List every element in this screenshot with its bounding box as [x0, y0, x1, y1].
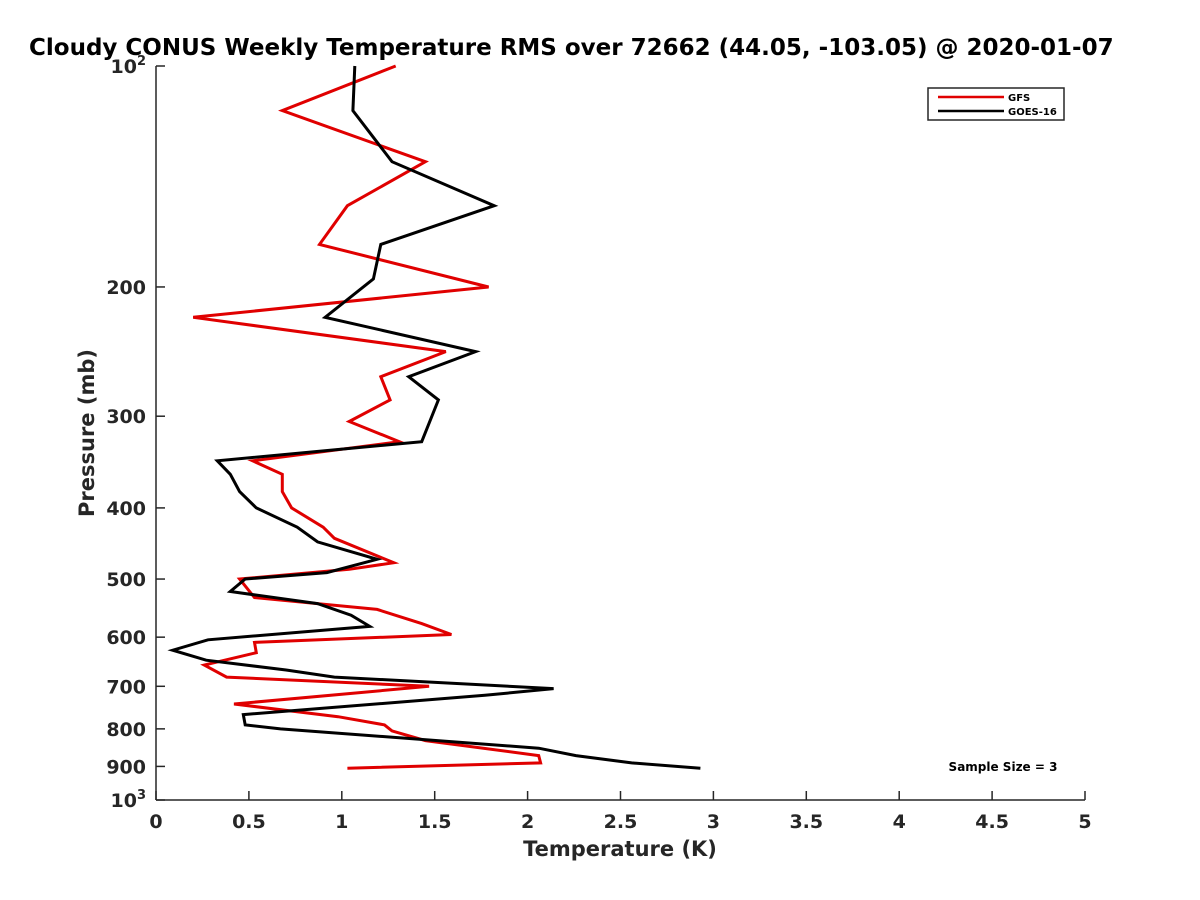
y-tick-label: 102 [111, 54, 147, 78]
y-tick-label: 300 [106, 406, 146, 428]
y-tick-label: 400 [106, 498, 146, 520]
x-tick-label: 2 [521, 811, 534, 833]
chart-title: Cloudy CONUS Weekly Temperature RMS over… [29, 35, 1114, 61]
y-tick-label: 900 [106, 756, 146, 778]
x-tick-label: 4.5 [975, 811, 1009, 833]
y-axis-label: Pressure (mb) [75, 349, 99, 517]
y-tick-label: 200 [106, 277, 146, 299]
series-line-goes-16 [167, 65, 701, 770]
legend-label: GFS [1008, 93, 1030, 104]
x-tick-label: 1.5 [418, 811, 452, 833]
sample-size-annotation: Sample Size = 3 [949, 760, 1058, 774]
x-tick-label: 1 [335, 811, 348, 833]
x-tick-label: 4 [893, 811, 906, 833]
x-tick-label: 3 [707, 811, 720, 833]
x-tick-label: 0 [149, 811, 162, 833]
x-tick-label: 0.5 [232, 811, 266, 833]
legend-box [927, 87, 1065, 121]
series-layer [167, 64, 701, 770]
x-tick-label: 3.5 [789, 811, 823, 833]
plot-area [155, 66, 1085, 801]
x-tick-label: 5 [1078, 811, 1091, 833]
y-tick-label: 800 [106, 719, 146, 741]
y-tick-label: 700 [106, 676, 146, 698]
x-axis-ticks: 0 0.5 1 1.5 2 2.5 3 3.5 4 4.5 5 [149, 791, 1092, 833]
x-tick-label: 2.5 [604, 811, 638, 833]
series-line-gfs [192, 64, 543, 770]
y-tick-label: 103 [111, 788, 147, 812]
legend-label: GOES-16 [1008, 107, 1057, 118]
x-axis-label: Temperature (K) [523, 837, 717, 861]
y-tick-label: 600 [106, 627, 146, 649]
y-axis-ticks: 102 200 300 400 500 600 700 800 900 103 [106, 54, 165, 812]
y-tick-label: 500 [106, 569, 146, 591]
legend: GFS GOES-16 [927, 87, 1065, 121]
